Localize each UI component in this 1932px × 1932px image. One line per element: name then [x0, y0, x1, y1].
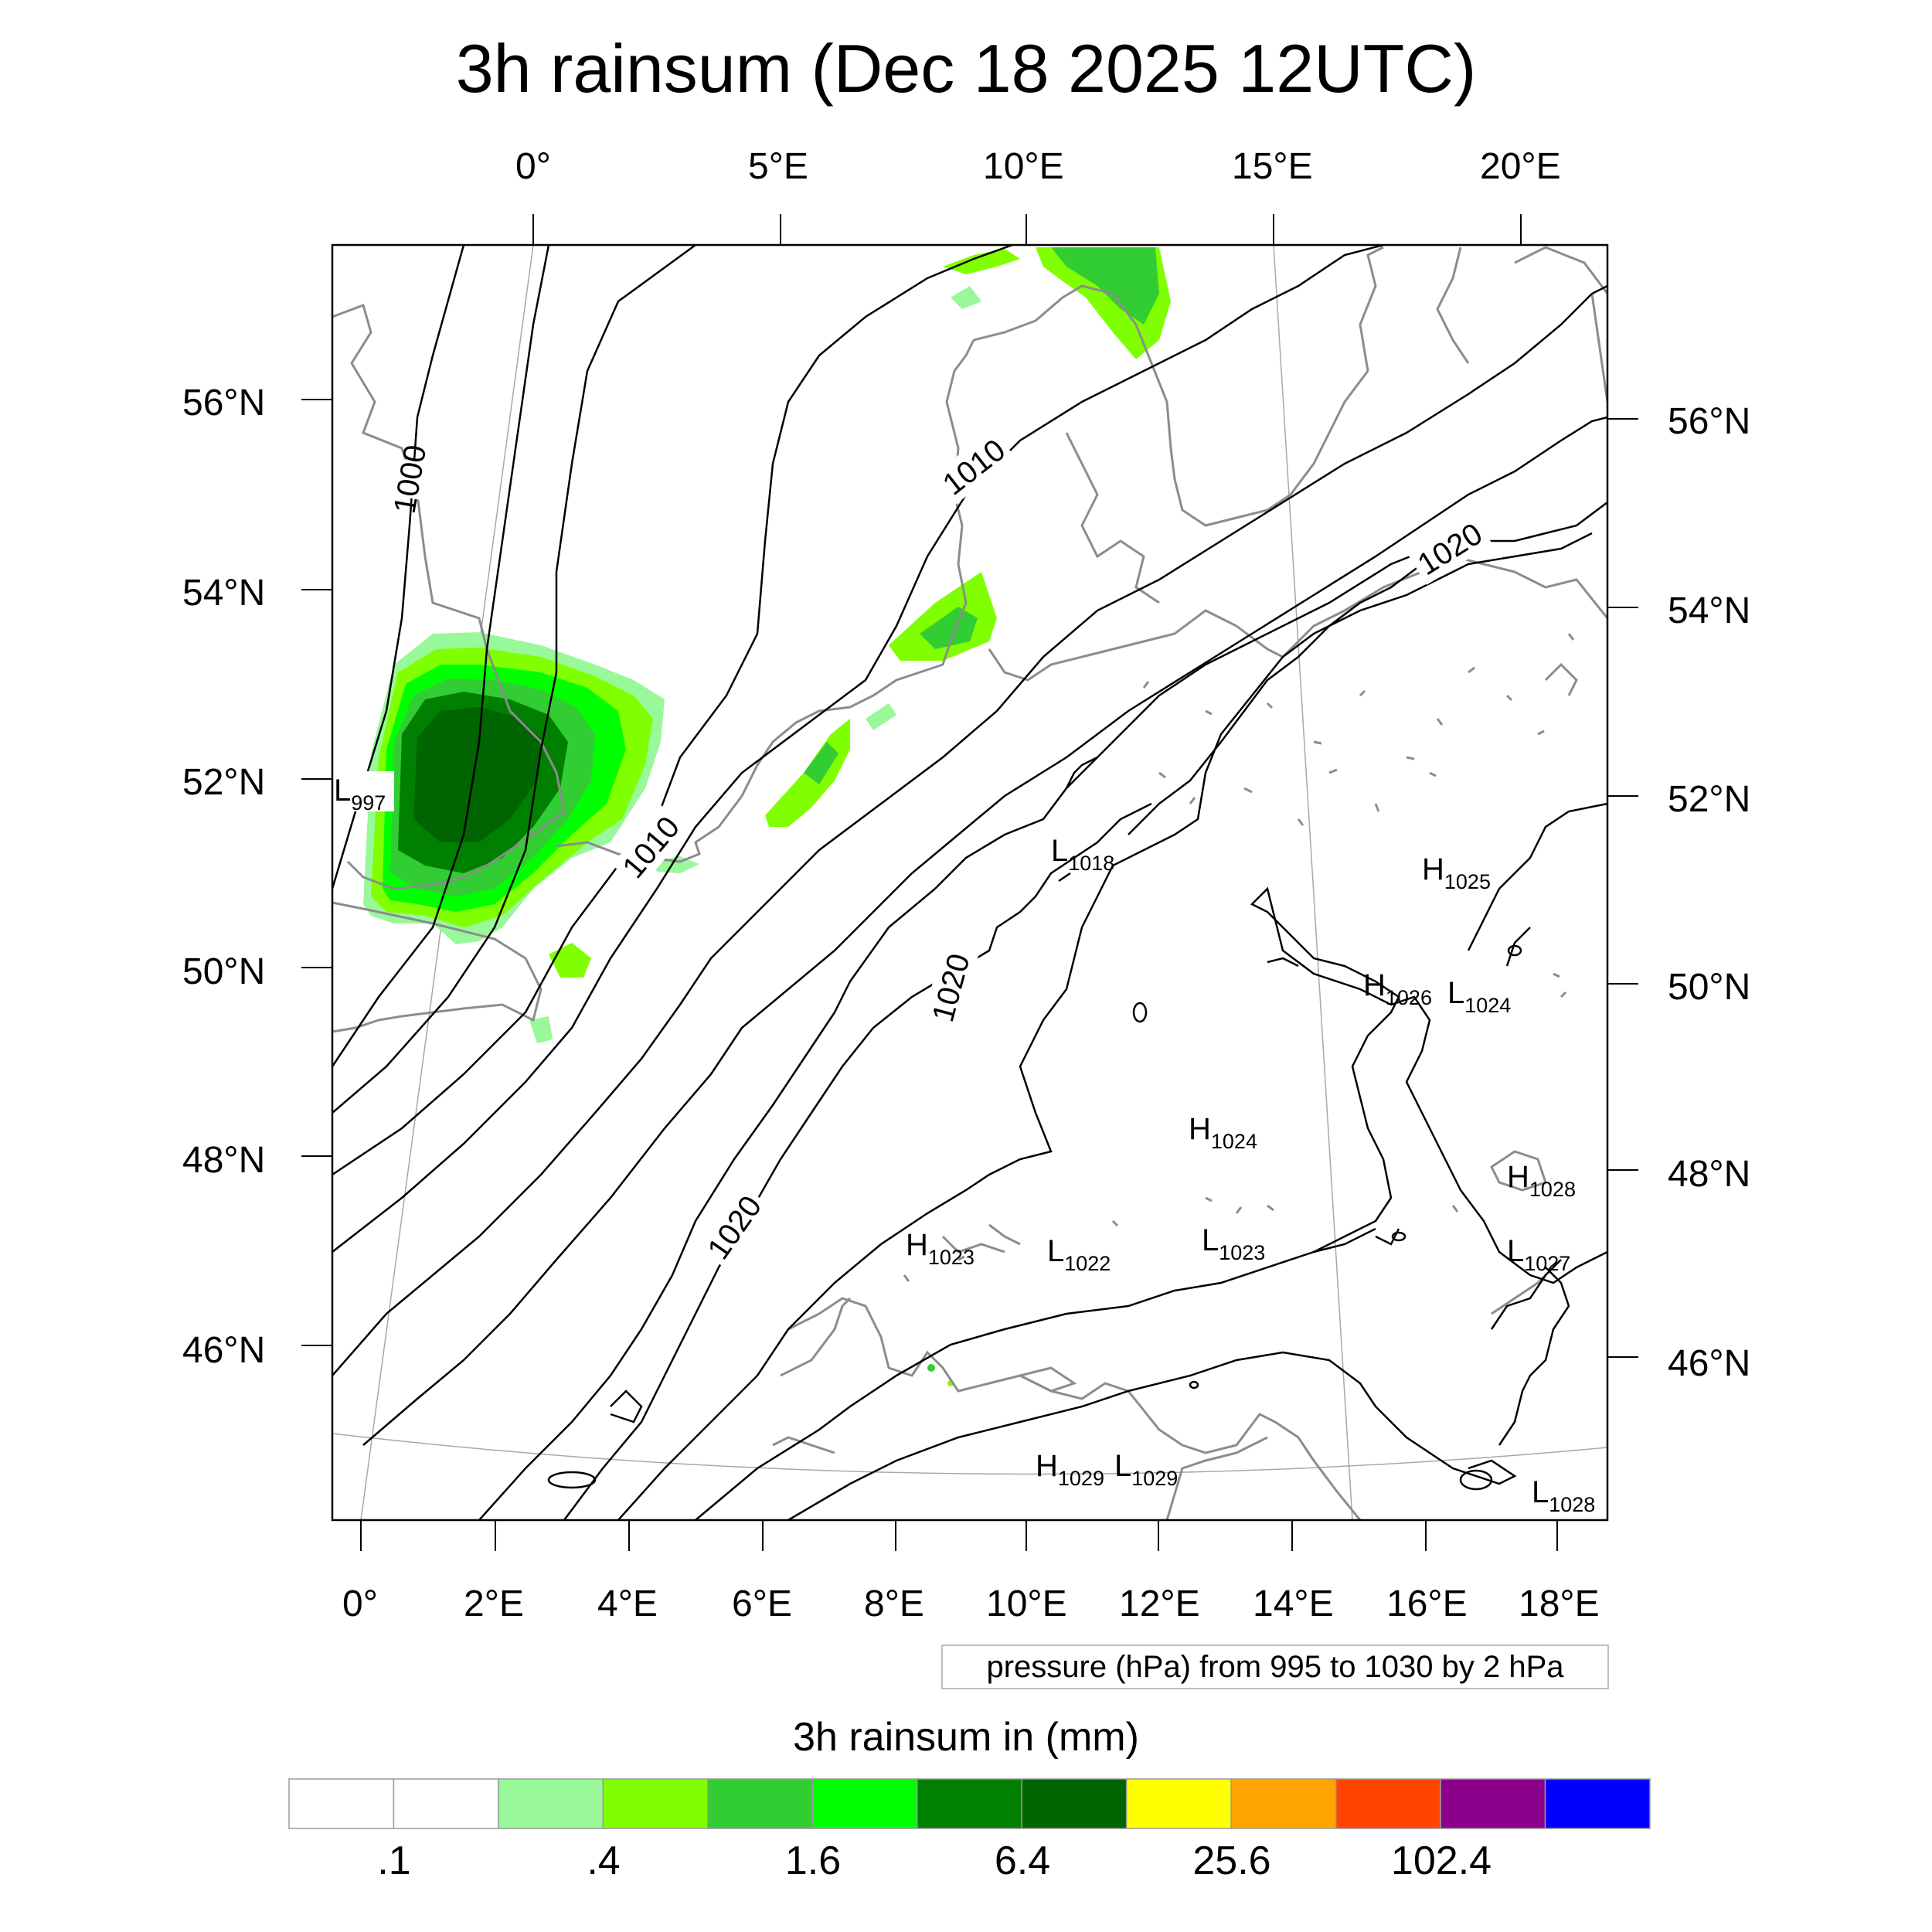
- bottom-lon-label: 4°E: [597, 1583, 658, 1624]
- colorbar-label: 25.6: [1192, 1838, 1271, 1883]
- left-lat-label: 46°N: [182, 1330, 266, 1371]
- colorbar-swatch: [917, 1778, 1022, 1829]
- colorbar-swatch: [811, 1778, 918, 1829]
- colorbar-swatch: [602, 1778, 709, 1829]
- bottom-lon-label: 2°E: [464, 1583, 524, 1624]
- low-center-label: L1027: [1507, 1234, 1570, 1275]
- low-center-label: L1018: [1051, 834, 1114, 875]
- bottom-lon-label: 6°E: [732, 1583, 792, 1624]
- map-frame: [331, 243, 1609, 1522]
- high-center-label: H1029: [1036, 1449, 1104, 1490]
- colorbar-label: .1: [377, 1838, 411, 1883]
- top-lon-label: 10°E: [983, 146, 1064, 187]
- right-lat-label: 50°N: [1668, 967, 1751, 1008]
- colorbar-label: 1.6: [784, 1838, 842, 1883]
- left-lat-label: 56°N: [182, 383, 266, 423]
- low-center-label: L1028: [1532, 1475, 1595, 1516]
- colorbar-swatch: [1335, 1778, 1441, 1829]
- colorbar: [288, 1778, 1651, 1829]
- colorbar-swatch: [1440, 1778, 1546, 1829]
- top-lon-label: 15°E: [1232, 146, 1313, 187]
- colorbar-swatch: [1125, 1778, 1232, 1829]
- right-lat-label: 48°N: [1668, 1154, 1751, 1195]
- right-lat-label: 56°N: [1668, 401, 1751, 442]
- right-lat-label: 54°N: [1668, 590, 1751, 631]
- isobar-loops: [547, 944, 1522, 1491]
- low-center-label: L1022: [1047, 1234, 1111, 1275]
- top-lon-label: 5°E: [748, 146, 808, 187]
- colorbar-label: 6.4: [994, 1838, 1051, 1883]
- high-center-label: H1023: [906, 1228, 975, 1269]
- high-center-label: H1024: [1189, 1112, 1257, 1153]
- colorbar-swatch: [288, 1778, 395, 1829]
- high-center-label: H1025: [1422, 852, 1491, 893]
- low-center-label: L1024: [1447, 976, 1511, 1017]
- inland-water-features: [903, 633, 1575, 1282]
- bottom-lon-label: 12°E: [1119, 1583, 1200, 1624]
- high-center-label: H1026: [1363, 968, 1432, 1009]
- colorbar-title: 3h rainsum in (mm): [793, 1715, 1139, 1760]
- high-center-label: H1028: [1507, 1160, 1576, 1201]
- colorbar-label: .4: [587, 1838, 621, 1883]
- colorbar-swatch: [1230, 1778, 1337, 1829]
- pressure-centers: L997 L1018 H1025 H1026 L1024 H1024 H1028…: [332, 771, 1595, 1516]
- isobar-label: 1000: [388, 443, 434, 516]
- colorbar-swatch: [707, 1778, 814, 1829]
- bottom-lon-label: 18°E: [1519, 1583, 1600, 1624]
- bottom-lon-label: 16°E: [1386, 1583, 1468, 1624]
- left-lat-label: 50°N: [182, 951, 266, 992]
- right-lat-label: 52°N: [1668, 779, 1751, 820]
- colorbar-swatch: [1544, 1778, 1651, 1829]
- pressure-contour-note: pressure (hPa) from 995 to 1030 by 2 hPa: [941, 1645, 1609, 1689]
- colorbar-swatch: [498, 1778, 604, 1829]
- bottom-lon-label: 14°E: [1253, 1583, 1334, 1624]
- colorbar-label: 102.4: [1390, 1838, 1492, 1883]
- low-center-label: L997: [334, 774, 386, 815]
- top-lon-label: 0°: [515, 146, 551, 187]
- left-lat-label: 52°N: [182, 762, 266, 803]
- left-lat-label: 48°N: [182, 1140, 266, 1181]
- bottom-lon-label: 10°E: [986, 1583, 1067, 1624]
- left-lat-label: 54°N: [182, 573, 266, 614]
- bottom-lon-label: 8°E: [864, 1583, 924, 1624]
- low-center-label: L1023: [1202, 1223, 1265, 1264]
- bottom-lon-label: 0°: [342, 1583, 378, 1624]
- axis-ticks: [301, 214, 1638, 1551]
- colorbar-swatch: [393, 1778, 499, 1829]
- colorbar-swatch: [1021, 1778, 1128, 1829]
- right-lat-label: 46°N: [1668, 1343, 1751, 1384]
- top-lon-label: 20°E: [1480, 146, 1561, 187]
- low-center-label: L1029: [1114, 1449, 1178, 1490]
- rain-shading: [363, 247, 1171, 1386]
- map-title: 3h rainsum (Dec 18 2025 12UTC): [455, 30, 1477, 107]
